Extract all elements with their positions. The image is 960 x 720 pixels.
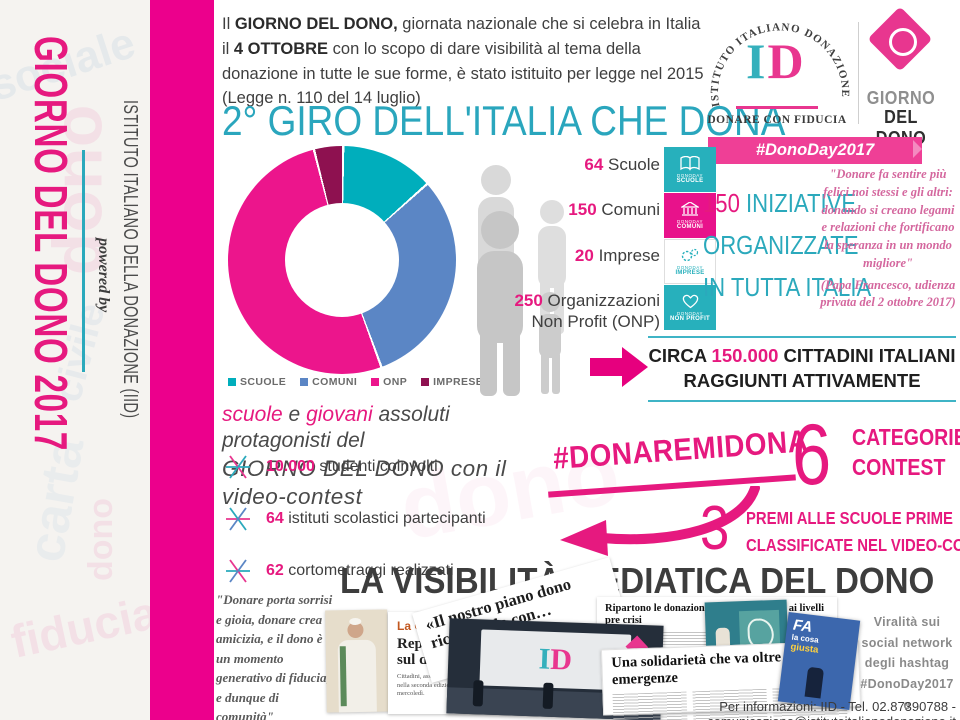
stage-figure (472, 680, 484, 707)
social-virality-note: Viralità sui social network degli hashta… (857, 615, 956, 720)
giorno-label: GIORNO (866, 88, 936, 108)
six-label-1: CATEGORIE (852, 424, 960, 450)
contest-bullets: 10.000 studenti coinvolti 64 istituti sc… (224, 452, 554, 608)
curved-arrow-icon (560, 486, 760, 556)
powered-by-label: powered by (95, 238, 112, 313)
logo-divider (858, 22, 859, 124)
sidebar-background: sociale dono civile carta fiducia dono (0, 0, 162, 720)
reach-statement: CIRCA 150.000 CITTADINI ITALIANI RAGGIUN… (648, 345, 956, 391)
tv-person (804, 666, 825, 699)
six-label-2: CONTEST (852, 454, 946, 480)
iid-arc-logo: ISTITUTO ITALIANO DONAZIONE (709, 21, 850, 108)
sidebar-divider-line (82, 150, 85, 372)
watermark-word: dono (82, 497, 121, 582)
stage-figure (542, 682, 554, 709)
legend-swatch (300, 378, 309, 386)
legend-swatch (228, 378, 236, 386)
gears-icon (681, 248, 699, 261)
teal-divider-bottom (648, 400, 956, 402)
heart-icon (682, 294, 698, 308)
asterisk-icon (226, 507, 250, 531)
stats-list: 64 Scuole 150 Comuni 20 Imprese 250 Orga… (470, 154, 660, 356)
stat-row: 64 Scuole (584, 155, 660, 174)
book-icon (680, 155, 700, 171)
stat-row: 20 Imprese (574, 245, 660, 265)
sidebar-pink-bar (150, 0, 214, 720)
arrow-right-head-icon (622, 347, 648, 387)
bullet-row: 64 istituti scolastici partecipanti (224, 504, 554, 534)
asterisk-icon (226, 559, 250, 583)
legend-swatch (371, 378, 380, 386)
donoday-badges: DONODAY SCUOLE DONODAY COMUNI DONODAY IMPRE… (664, 147, 716, 331)
stat-row: 250 Organizzazioni Non Profit (ONP) (514, 290, 660, 331)
initiatives-block: 150 INIZIATIVE ORGANIZZATE IN TUTTA ITAL… (703, 188, 872, 303)
three-number: 3 (700, 494, 730, 563)
bullet-row: 10.000 studenti coinvolti (224, 452, 554, 482)
donut-hole (285, 203, 399, 317)
badge-non-profit: DONODAY NON PROFIT (664, 285, 716, 330)
arrow-right-icon (590, 358, 622, 376)
intro-paragraph: Il GIORNO DEL DONO, giornata nazionale c… (222, 15, 704, 108)
bullet-row: 62 cortometraggi realizzati (224, 556, 554, 586)
badge-scuole: DONODAY SCUOLE (664, 147, 716, 192)
footer-contact-info: Per informazioni: IID - Tel. 02.87390788… (707, 699, 956, 720)
legend-item: IMPRESE (421, 376, 483, 388)
six-number: 6 (792, 407, 832, 503)
asterisk-icon (226, 455, 250, 479)
mattarella-quote: "Donare porta sorrisi e gioia, donare cr… (216, 592, 333, 720)
badge-comuni: DONODAY COMUNI (664, 193, 716, 238)
chart-legend: SCUOLE COMUNI ONP IMPRESE (228, 376, 483, 388)
sidebar-org-vertical: ISTITUTO ITALIANO DELLA DONAZIONE (IID) (119, 100, 141, 419)
donoday-ribbon: #DonoDay2017 (708, 137, 922, 164)
family-silhouettes-icon (477, 165, 566, 396)
media-section-title: LA VISIBILITÀ MEDIATICA DEL DONO (340, 560, 935, 601)
iid-underline (736, 106, 818, 109)
tv-screenshot-fa-la-cosa-giusta: FA la cosa giusta (777, 611, 861, 711)
contest-intro: scuole e giovani assoluti protagonisti d… (222, 403, 507, 509)
pope-photo (325, 609, 389, 713)
three-label-2: CLASSIFICATE NEL VIDEO-CONTEST (746, 535, 960, 555)
legend-swatch (421, 378, 430, 386)
teal-divider-top (648, 336, 956, 338)
sash-shape (339, 646, 347, 707)
watermark-word: fiducia (6, 586, 163, 668)
three-label-1: PREMI ALLE SCUOLE PRIME (746, 508, 953, 528)
iid-tagline: DONARE CON FIDUCIA (707, 114, 847, 126)
page-title: 2° GIRO DELL'ITALIA CHE DONA (222, 97, 786, 144)
diamond-ring-icon (889, 28, 917, 56)
pope-quote: "Donare fa sentire più felici noi stessi… (820, 167, 956, 310)
legend-item: SCUOLE (228, 376, 286, 388)
legend-item: COMUNI (300, 376, 357, 388)
sidebar-title-vertical: GIORNO DEL DONO 2017 (25, 36, 77, 452)
badge-imprese: DONODAY IMPRESE (664, 239, 716, 284)
stat-row: 150 Comuni (568, 200, 660, 220)
iid-monogram: ID (746, 33, 806, 89)
bank-icon (681, 201, 699, 216)
legend-item: ONP (371, 376, 407, 388)
